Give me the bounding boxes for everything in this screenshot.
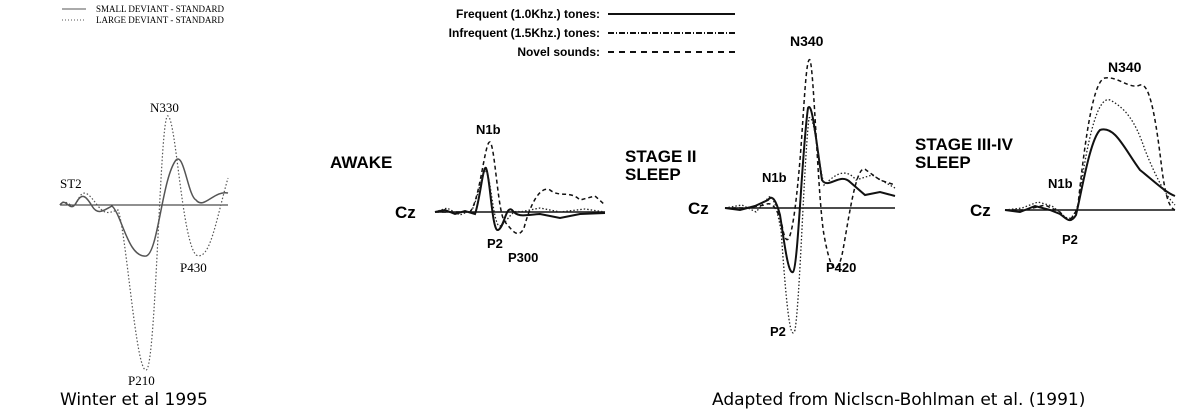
- novel-wave: [725, 59, 896, 270]
- peak-label: N1b: [1048, 176, 1073, 191]
- peak-label: P300: [508, 250, 538, 265]
- panel-title: STAGE III-IV: [915, 135, 1014, 154]
- peak-label: P2: [770, 324, 786, 339]
- peak-label: P210: [128, 373, 155, 388]
- electrode-label: Cz: [395, 203, 416, 222]
- legend-label: Novel sounds:: [517, 45, 600, 59]
- panel-title: SLEEP: [625, 165, 681, 184]
- novel-wave: [435, 141, 606, 235]
- novel-wave: [1005, 77, 1176, 220]
- electrode-label: Cz: [970, 201, 991, 220]
- peak-label: N340: [1108, 59, 1142, 75]
- legend-label: SMALL DEVIANT - STANDARD: [96, 4, 225, 14]
- frequent-wave: [1004, 128, 1176, 222]
- panel-title: STAGE II: [625, 147, 696, 166]
- legend-label: Frequent (1.0Khz.) tones:: [456, 7, 600, 21]
- infrequent-wave: [434, 170, 606, 227]
- panel-title: AWAKE: [330, 153, 392, 172]
- peak-label: P2: [487, 236, 503, 251]
- panel-title: SLEEP: [915, 153, 971, 172]
- legend-label: Infrequent (1.5Khz.) tones:: [449, 26, 600, 40]
- caption: Winter et al 1995: [60, 390, 208, 410]
- peak-label: P420: [826, 260, 856, 275]
- electrode-label: Cz: [688, 199, 709, 218]
- frequent-wave: [724, 105, 896, 274]
- legend-label: LARGE DEVIANT - STANDARD: [96, 15, 224, 25]
- peak-label: P430: [180, 260, 207, 275]
- peak-label: N1b: [476, 122, 501, 137]
- small-deviant-wave: [59, 158, 229, 257]
- infrequent-wave: [724, 117, 896, 334]
- caption: Adapted from Niclscn-Bohlman et al. (199…: [712, 390, 1085, 410]
- infrequent-wave: [1004, 99, 1176, 219]
- peak-label: N1b: [762, 170, 787, 185]
- peak-label: N330: [150, 100, 179, 115]
- peak-label: ST2: [60, 176, 82, 191]
- peak-label: P2: [1062, 232, 1078, 247]
- peak-label: N340: [790, 33, 824, 49]
- frequent-wave: [434, 166, 606, 232]
- large-deviant-wave: [59, 115, 229, 371]
